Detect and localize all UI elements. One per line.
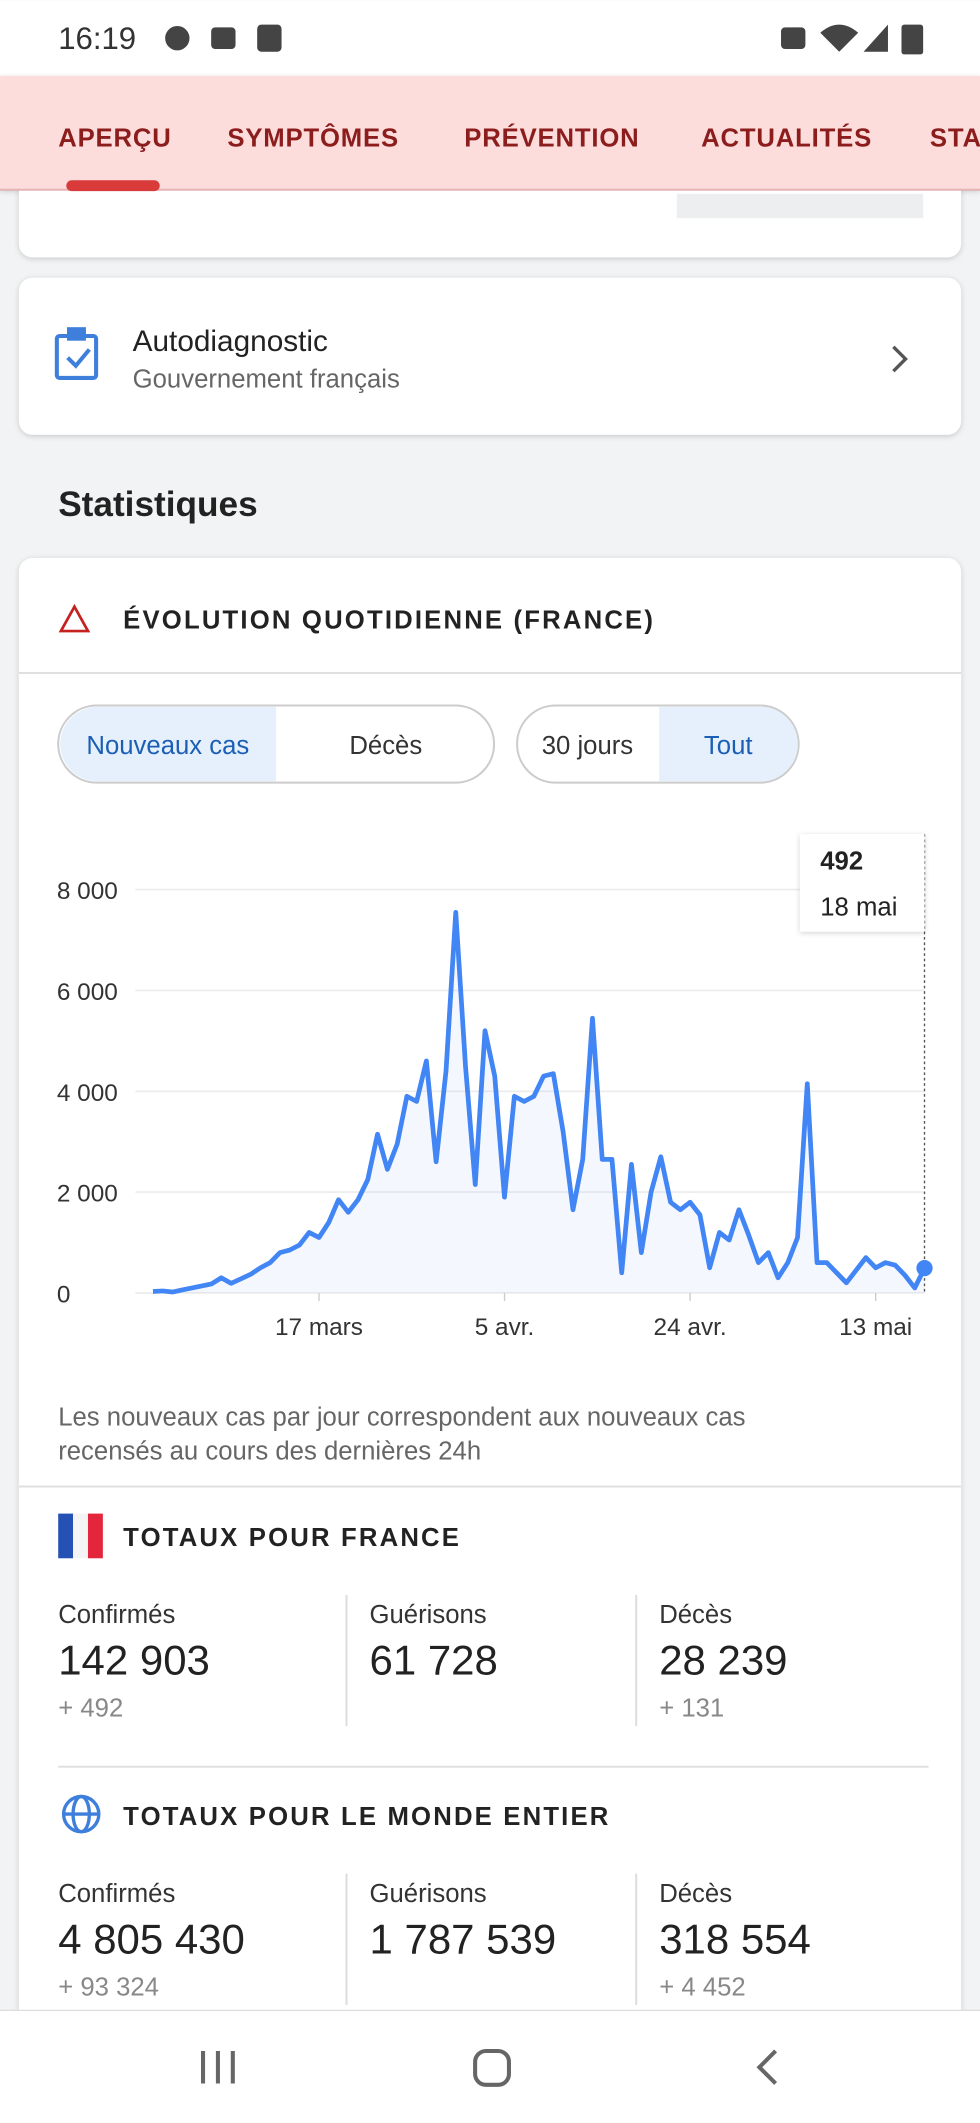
toggle-selected bbox=[659, 706, 798, 782]
y-tick-label: 6 000 bbox=[57, 979, 118, 1006]
stat-label: Guérisons bbox=[370, 1880, 487, 1908]
back-button[interactable] bbox=[756, 2049, 778, 2085]
x-tick-label: 24 avr. bbox=[654, 1314, 727, 1341]
toggle-selected bbox=[60, 706, 277, 782]
stat-change: + 492 bbox=[58, 1695, 123, 1723]
tab[interactable]: APERÇU bbox=[58, 124, 171, 152]
tab-indicator bbox=[66, 180, 160, 192]
toggle-button[interactable]: Tout bbox=[704, 732, 753, 760]
note: Les nouveaux cas par jour correspondent … bbox=[58, 1404, 745, 1432]
stat-value: 28 239 bbox=[659, 1637, 787, 1684]
warning-icon bbox=[58, 603, 91, 633]
stat-value: 1 787 539 bbox=[370, 1916, 557, 1963]
thumbnail bbox=[676, 193, 924, 219]
stat-label: Confirmés bbox=[58, 1880, 175, 1908]
nav-bar bbox=[0, 2010, 980, 2123]
stat-value: 61 728 bbox=[370, 1637, 498, 1684]
chevron bbox=[892, 345, 908, 373]
x-tick-label: 5 avr. bbox=[475, 1314, 535, 1341]
note: recensés au cours des dernières 24h bbox=[58, 1437, 481, 1465]
area bbox=[152, 912, 925, 1293]
home-button[interactable] bbox=[473, 2048, 511, 2087]
y-tick-label: 0 bbox=[57, 1281, 71, 1308]
stat-label: Décès bbox=[659, 1880, 732, 1908]
stat-label: Décès bbox=[659, 1601, 732, 1629]
tooltip-date: 18 mai bbox=[820, 893, 897, 921]
y-tick-label: 4 000 bbox=[57, 1080, 118, 1107]
globe-icon bbox=[61, 1794, 101, 1834]
point bbox=[916, 1260, 933, 1277]
checklist-icon bbox=[54, 327, 99, 380]
stat-label: Confirmés bbox=[58, 1601, 175, 1629]
toggle-button[interactable]: Nouveaux cas bbox=[86, 732, 249, 760]
stat-change: + 131 bbox=[659, 1695, 724, 1723]
totals-title: TOTAUX POUR FRANCE bbox=[123, 1524, 461, 1552]
y-tick-label: 8 000 bbox=[57, 878, 118, 905]
toggle-button[interactable]: Décès bbox=[349, 732, 422, 760]
card-title: ÉVOLUTION QUOTIDIENNE (FRANCE) bbox=[123, 605, 655, 634]
stat-value: 318 554 bbox=[659, 1916, 811, 1963]
tooltip bbox=[799, 834, 925, 932]
card[interactable] bbox=[18, 277, 962, 435]
card bbox=[18, 557, 962, 2061]
totals-title: TOTAUX POUR LE MONDE ENTIER bbox=[123, 1803, 610, 1831]
clock: 16:19 bbox=[58, 21, 136, 56]
tab[interactable]: SYMPTÔMES bbox=[227, 122, 399, 152]
stat-value: 142 903 bbox=[58, 1637, 210, 1684]
stat-change: + 93 324 bbox=[58, 1973, 159, 2001]
card-title: Autodiagnostic bbox=[133, 325, 328, 358]
tab-bar bbox=[0, 76, 980, 190]
tab[interactable]: ACTUALITÉS bbox=[701, 123, 872, 152]
stat-value: 4 805 430 bbox=[58, 1916, 245, 1963]
stat-change: + 4 452 bbox=[659, 1973, 745, 2001]
tab[interactable]: STATISTIQUES bbox=[930, 124, 980, 152]
card-subtitle: Gouvernement français bbox=[133, 365, 400, 393]
line bbox=[152, 909, 927, 1295]
stat-label: Guérisons bbox=[370, 1601, 487, 1629]
section-title: Statistiques bbox=[58, 485, 257, 524]
x-tick-label: 17 mars bbox=[275, 1314, 363, 1341]
flag-icon bbox=[58, 1513, 103, 1559]
y-tick-label: 2 000 bbox=[57, 1181, 118, 1208]
toggle-button[interactable]: 30 jours bbox=[542, 732, 633, 760]
tooltip-value: 492 bbox=[820, 847, 863, 875]
recent-apps-button[interactable] bbox=[201, 2050, 235, 2084]
status-bar bbox=[0, 0, 980, 77]
tab[interactable]: PRÉVENTION bbox=[464, 123, 639, 152]
x-tick-label: 13 mai bbox=[839, 1314, 912, 1341]
